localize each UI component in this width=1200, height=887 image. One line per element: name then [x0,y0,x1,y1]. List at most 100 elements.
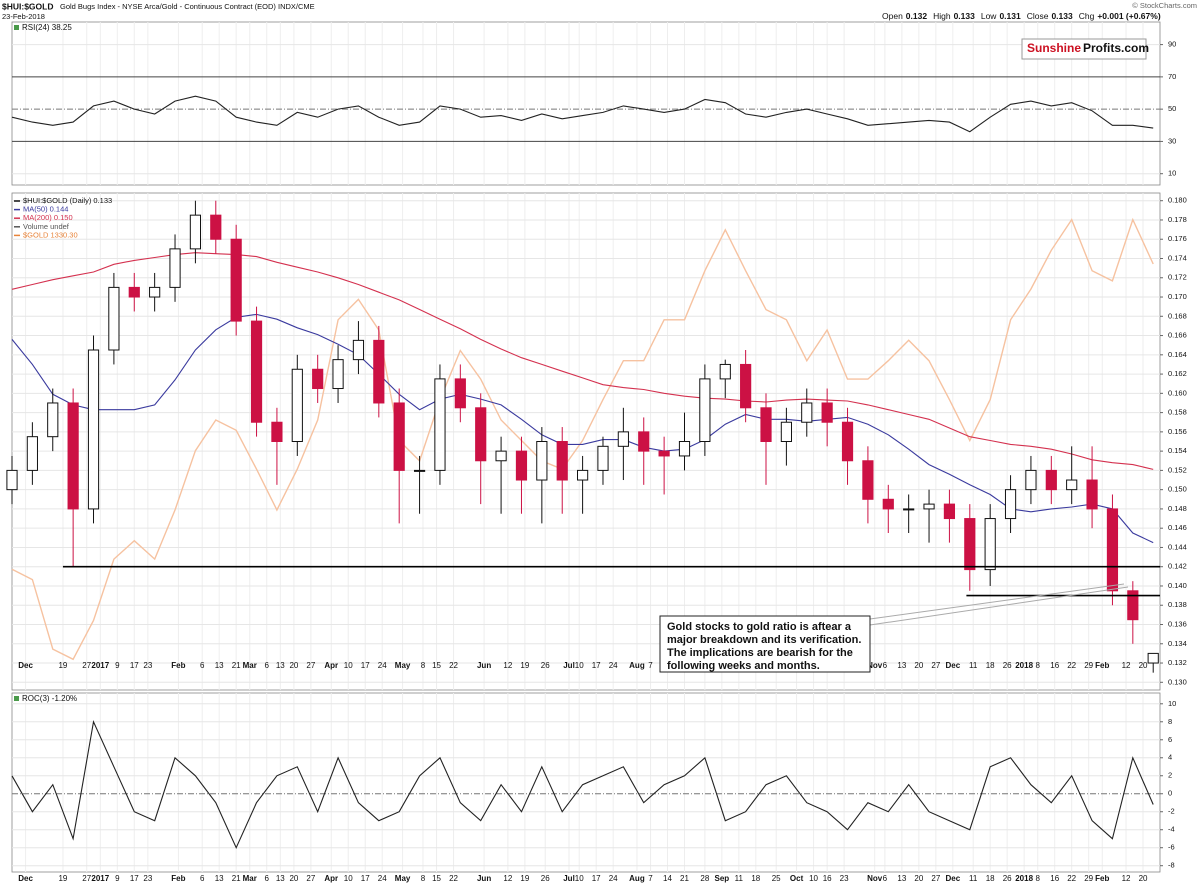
x-tick-label: Dec [945,661,960,670]
y-tick-label: 4 [1168,753,1172,762]
y-tick-label: 0.142 [1168,562,1187,571]
x-tick-label: 29 [1084,661,1093,670]
candle-body [128,286,140,298]
x-tick-label: 13 [897,874,906,883]
candle-body [1066,479,1078,491]
legend-entry: Volume undef [23,222,70,231]
x-tick-label: Feb [171,874,185,883]
x-tick-label: Feb [1095,661,1109,670]
candle-body [780,421,792,442]
legend-entry: MA(50) 0.144 [23,205,68,214]
y-tick-label: 0.172 [1168,273,1187,282]
y-tick-label: 10 [1168,169,1176,178]
quote-label: Open [882,11,903,21]
y-tick-label: 0.174 [1168,253,1187,262]
candle-body [67,402,79,510]
x-tick-label: 6 [883,874,888,883]
x-tick-label: 24 [609,874,618,883]
candle-body [678,441,691,457]
y-tick-label: 0.180 [1168,196,1187,205]
quote: Open 0.132 High 0.133 Low 0.131 Close 0.133 Chg +… [882,11,1161,21]
candle-body [699,378,711,442]
description: Gold Bugs Index - NYSE Arca/Gold - Conti… [60,2,315,11]
annotation-text: Gold stocks to gold ratio is aftear a [667,621,852,633]
candle-body [638,431,650,452]
y-tick-label: 0.166 [1168,331,1187,340]
y-tick-label: 0.168 [1168,311,1187,320]
x-tick-label: 2018 [1015,874,1033,883]
x-tick-label: 16 [1050,661,1059,670]
x-tick-label: 10 [344,661,353,670]
candle-body [760,407,772,442]
x-tick-label: 10 [575,874,584,883]
x-tick-label: 17 [592,661,601,670]
y-tick-label: 0.160 [1168,388,1187,397]
candle-body [393,402,405,471]
candle-body [312,368,324,390]
y-tick-label: 0.170 [1168,292,1187,301]
panel [11,192,1161,691]
y-tick-label: 0.146 [1168,523,1187,532]
x-tick-label: 2017 [91,874,109,883]
x-tick-label: Feb [1095,874,1109,883]
candle-body [6,469,18,491]
y-tick-label: 6 [1168,735,1172,744]
quote-value: 0.133 [954,11,976,21]
x-tick-label: 13 [276,661,285,670]
quote-label: Close [1027,11,1049,21]
y-tick-label: 90 [1168,40,1176,49]
y-tick-label: 0.130 [1168,677,1187,686]
x-tick-label: May [395,661,411,670]
candle-body [740,363,752,409]
y-tick-label: 0 [1168,789,1172,798]
x-tick-label: 20 [914,661,923,670]
series-line [11,217,1154,661]
candle-body [454,378,466,409]
x-tick-label: 23 [143,661,152,670]
x-tick-label: 20 [289,661,298,670]
x-tick-label: 20 [914,874,923,883]
x-tick-label: 24 [378,661,387,670]
x-tick-label: Jul [563,874,575,883]
candle-body [47,402,59,438]
x-tick-label: 20 [1139,661,1148,670]
x-tick-label: 6 [200,874,205,883]
y-tick-label: -4 [1168,825,1175,834]
x-tick-label: 13 [276,874,285,883]
y-tick-label: 0.138 [1168,600,1187,609]
x-tick-label: 11 [969,874,978,883]
candle-body [1025,469,1037,491]
x-tick-label: 6 [265,661,270,670]
y-tick-label: 0.150 [1168,485,1187,494]
candle-body [984,518,996,571]
y-tick-label: 0.134 [1168,639,1187,648]
y-tick-label: 2 [1168,771,1172,780]
x-tick-label: 16 [1050,874,1059,883]
y-tick-label: 0.176 [1168,234,1187,243]
candle-body [964,518,976,571]
y-tick-label: 0.158 [1168,408,1187,417]
candle-body [821,402,833,423]
candle-body [515,450,528,481]
annotation: Gold stocks to gold ratio is aftear a ma… [659,583,1129,673]
x-tick-label: 8 [421,661,426,670]
x-tick-label: Sep [715,874,730,883]
annotation-box [659,615,871,673]
series-line [11,95,1154,133]
x-tick-label: May [395,874,411,883]
candle-body [413,469,426,472]
x-tick-label: Feb [171,661,185,670]
x-tick-label: Mar [243,874,257,883]
candle-body [271,421,283,442]
x-tick-label: Dec [18,661,33,670]
x-tick-label: 25 [772,874,781,883]
x-tick-label: 11 [735,874,744,883]
series-line [11,252,1154,470]
panel [11,692,1161,873]
annotation-text: The implications are bearish for the [667,647,853,659]
x-tick-label: 21 [680,874,689,883]
x-tick-label: 26 [541,874,550,883]
y-tick-label: 0.136 [1168,619,1187,628]
x-tick-label: Oct [790,874,804,883]
